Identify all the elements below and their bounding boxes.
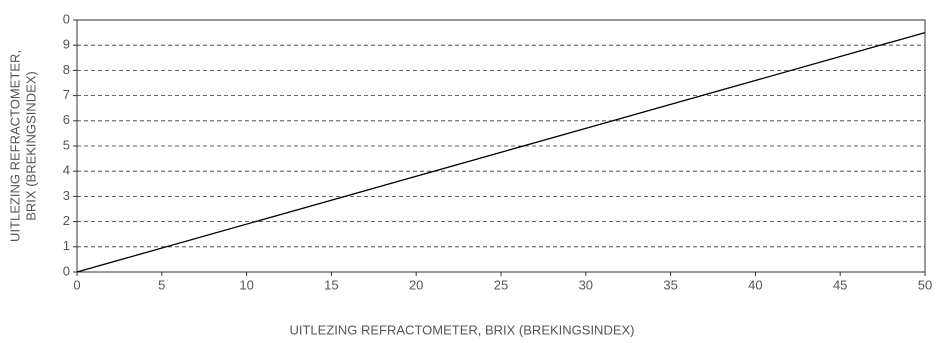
y-tick-label: 8 xyxy=(63,62,70,77)
x-tick-label: 20 xyxy=(409,277,423,292)
y-tick-label: 4 xyxy=(63,163,70,178)
y-tick-label: 0 xyxy=(63,263,70,278)
x-tick-label: 30 xyxy=(579,277,593,292)
x-tick-label: 35 xyxy=(663,277,677,292)
x-axis-label: UITLEZING REFRACTOMETER, BRIX (BREKINGSI… xyxy=(289,322,634,337)
y-tick-label: 3 xyxy=(63,188,70,203)
y-tick-label: 0 xyxy=(63,11,70,26)
x-tick-label: 0 xyxy=(73,277,80,292)
y-tick-label: 5 xyxy=(63,137,70,152)
y-tick-label: 2 xyxy=(63,213,70,228)
x-tick-label: 5 xyxy=(158,277,165,292)
y-axis-label: BRIX (BREKINGSINDEX) xyxy=(23,71,38,221)
x-tick-label: 40 xyxy=(748,277,762,292)
x-tick-label: 45 xyxy=(833,277,847,292)
x-tick-label: 10 xyxy=(239,277,253,292)
data-line xyxy=(76,31,926,273)
y-tick-label: 6 xyxy=(63,112,70,127)
x-tick-label: 50 xyxy=(918,277,932,292)
y-tick-label: 7 xyxy=(63,87,70,102)
y-tick-label: 9 xyxy=(63,37,70,52)
x-tick-label: 25 xyxy=(494,277,508,292)
y-tick-label: 1 xyxy=(63,238,70,253)
y-axis-label: UITLEZING REFRACTOMETER, xyxy=(7,50,22,242)
x-tick-label: 15 xyxy=(324,277,338,292)
